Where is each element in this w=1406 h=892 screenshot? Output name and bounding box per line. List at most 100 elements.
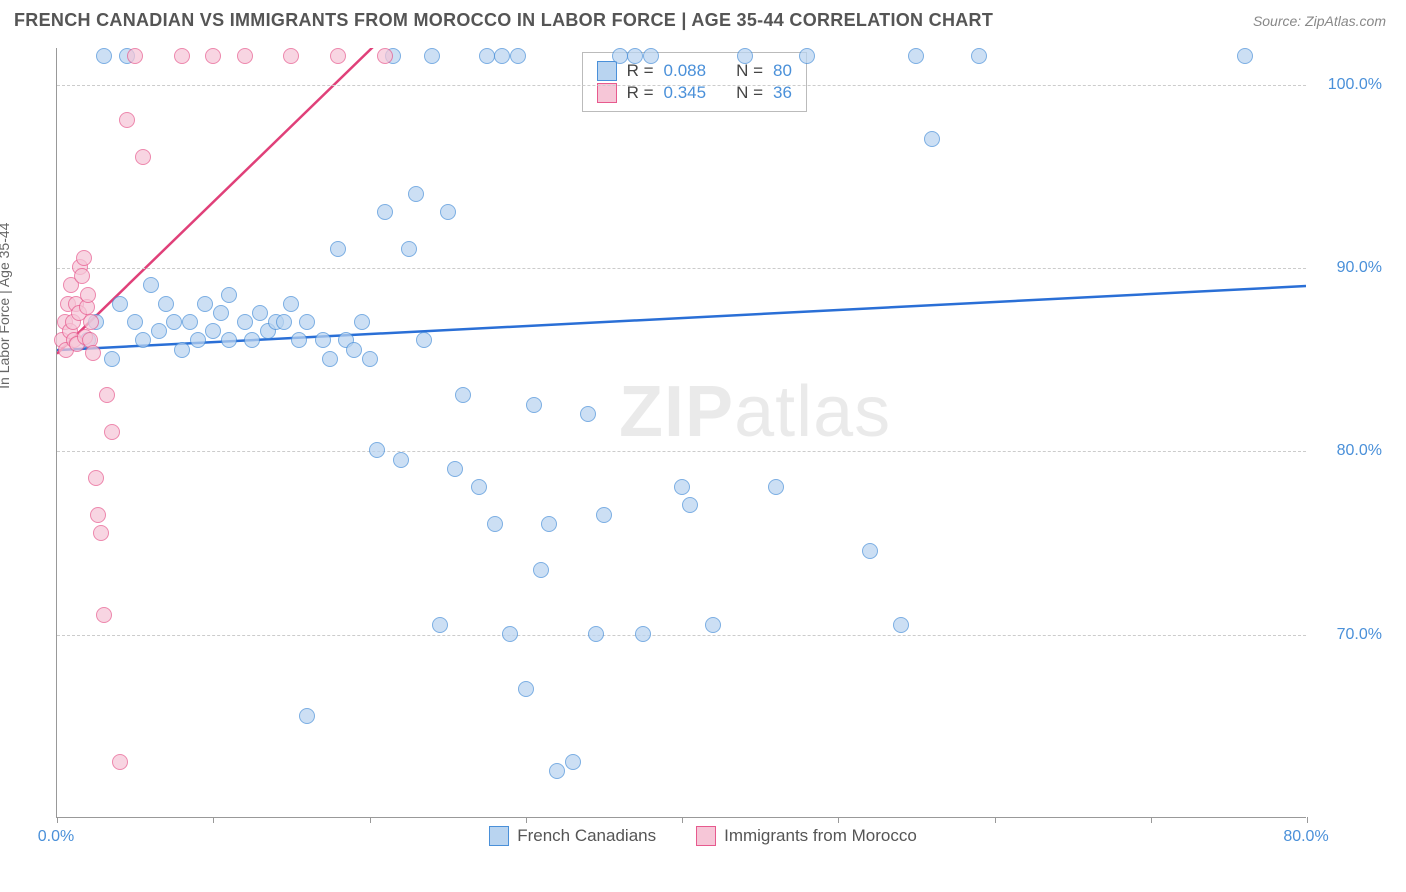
legend-item: Immigrants from Morocco [696,826,917,846]
data-point [737,48,753,64]
data-point [322,351,338,367]
gridline-h [57,635,1306,636]
data-point [447,461,463,477]
data-point [1237,48,1253,64]
data-point [104,424,120,440]
data-point [299,314,315,330]
stats-r-value: 0.345 [664,83,707,103]
data-point [190,332,206,348]
x-tick [838,817,839,823]
data-point [377,204,393,220]
stats-n-value: 80 [773,61,792,81]
data-point [237,314,253,330]
chart-title: FRENCH CANADIAN VS IMMIGRANTS FROM MOROC… [14,10,993,31]
chart-area: In Labor Force | Age 35-44 ZIPatlas R =0… [14,44,1392,884]
data-point [112,296,128,312]
data-point [330,241,346,257]
stats-n-label: N = [736,61,763,81]
data-point [369,442,385,458]
data-point [174,48,190,64]
data-point [166,314,182,330]
data-point [244,332,260,348]
data-point [705,617,721,633]
data-point [205,48,221,64]
legend-swatch [489,826,509,846]
legend-swatch [597,61,617,81]
gridline-h [57,451,1306,452]
legend-bottom: French Canadians Immigrants from Morocco [14,826,1392,846]
data-point [96,607,112,623]
data-point [346,342,362,358]
scatter-plot: ZIPatlas R =0.088N =80R =0.345N =36 70.0… [56,48,1306,818]
chart-source: Source: ZipAtlas.com [1253,13,1386,29]
data-point [182,314,198,330]
data-point [526,397,542,413]
data-point [135,149,151,165]
legend-swatch [696,826,716,846]
stats-r-label: R = [627,83,654,103]
legend-swatch [597,83,617,103]
gridline-h [57,268,1306,269]
x-tick [1307,817,1308,823]
data-point [408,186,424,202]
data-point [283,296,299,312]
data-point [213,305,229,321]
x-tick-label: 0.0% [38,828,74,846]
data-point [635,626,651,642]
data-point [362,351,378,367]
data-point [799,48,815,64]
data-point [510,48,526,64]
x-tick [682,817,683,823]
data-point [502,626,518,642]
stats-r-value: 0.088 [664,61,707,81]
data-point [252,305,268,321]
data-point [768,479,784,495]
data-point [112,754,128,770]
data-point [221,287,237,303]
data-point [862,543,878,559]
data-point [416,332,432,348]
data-point [487,516,503,532]
chart-header: FRENCH CANADIAN VS IMMIGRANTS FROM MOROC… [0,0,1406,39]
legend-label: Immigrants from Morocco [724,826,917,846]
y-axis-title: In Labor Force | Age 35-44 [0,223,12,389]
data-point [627,48,643,64]
data-point [127,314,143,330]
data-point [276,314,292,330]
data-point [315,332,331,348]
data-point [83,314,99,330]
data-point [518,681,534,697]
data-point [440,204,456,220]
gridline-h [57,85,1306,86]
data-point [549,763,565,779]
data-point [471,479,487,495]
data-point [151,323,167,339]
data-point [158,296,174,312]
data-point [143,277,159,293]
data-point [354,314,370,330]
data-point [291,332,307,348]
data-point [88,470,104,486]
stats-n-value: 36 [773,83,792,103]
data-point [494,48,510,64]
data-point [299,708,315,724]
x-tick [370,817,371,823]
stats-row: R =0.345N =36 [597,83,792,103]
data-point [541,516,557,532]
x-tick [995,817,996,823]
data-point [455,387,471,403]
watermark-zip: ZIP [619,372,734,452]
y-tick-label: 80.0% [1314,442,1382,460]
trend-lines [57,48,1306,817]
data-point [674,479,690,495]
data-point [283,48,299,64]
data-point [330,48,346,64]
data-point [221,332,237,348]
legend-label: French Canadians [517,826,656,846]
y-tick-label: 70.0% [1314,626,1382,644]
data-point [424,48,440,64]
data-point [580,406,596,422]
data-point [643,48,659,64]
watermark: ZIPatlas [619,371,891,453]
data-point [565,754,581,770]
